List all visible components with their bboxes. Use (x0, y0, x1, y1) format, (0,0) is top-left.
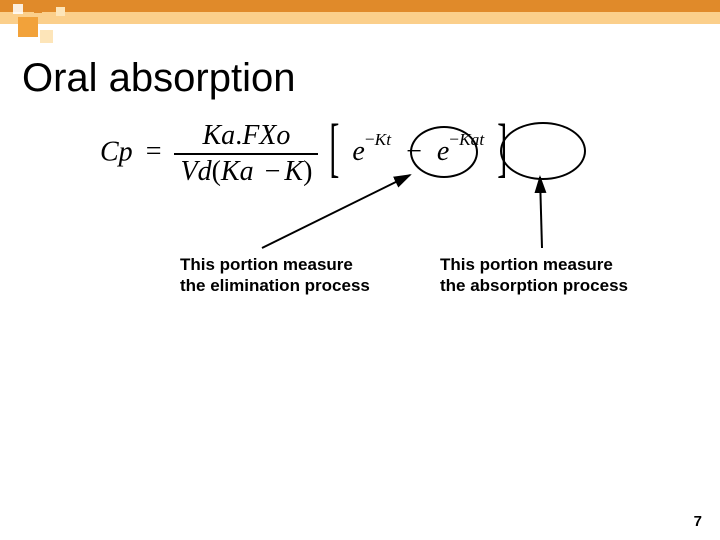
caption-line: This portion measure (440, 255, 613, 274)
arrow-to-elimination (262, 175, 410, 248)
caption-line: This portion measure (180, 255, 353, 274)
caption-absorption: This portion measure the absorption proc… (440, 254, 628, 297)
slide: Oral absorption Cp = Ka.FXo Vd(Ka −K) [ … (0, 0, 720, 540)
page-number: 7 (694, 513, 702, 530)
caption-elimination: This portion measure the elimination pro… (180, 254, 370, 297)
caption-line: the absorption process (440, 276, 628, 295)
arrow-to-absorption (540, 177, 542, 248)
caption-line: the elimination process (180, 276, 370, 295)
